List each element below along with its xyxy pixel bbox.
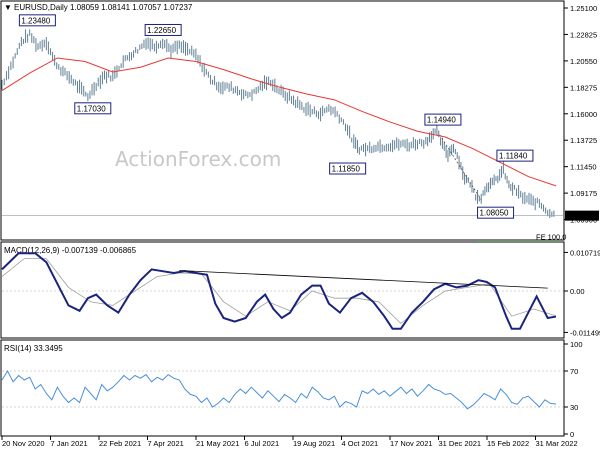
- swing-label: 1.11850: [332, 165, 361, 174]
- rsi-line: [1, 369, 557, 410]
- symbol-triangle-icon: ▼: [4, 3, 12, 12]
- watermark: ActionForex.com: [115, 147, 281, 171]
- rsi-indicator-label: RSI(14) 33.3495: [4, 344, 63, 353]
- x-tick-label: 19 Aug 2021: [293, 439, 335, 448]
- swing-label: 1.22650: [147, 26, 176, 35]
- price-panel-frame: [0, 0, 565, 241]
- swing-label-box: [18, 14, 56, 27]
- last-price-badge: [565, 210, 599, 221]
- x-tick-label: 15 Feb 2022: [487, 439, 529, 448]
- swing-label: 1.08050: [480, 209, 509, 218]
- fe-level-label: FE 100.0: [536, 233, 566, 242]
- macd-trendline: [179, 270, 548, 289]
- last-price-label: 1.07237: [567, 212, 594, 221]
- price-y-tick-label: 1.18275: [570, 83, 597, 92]
- x-tick-label: 7 Apr 2021: [148, 439, 184, 448]
- x-tick-label: 31 Dec 2021: [439, 439, 482, 448]
- swing-label: 1.23480: [21, 16, 50, 25]
- macd-indicator-label: MACD(12,26,9) -0.007139 -0.006865: [4, 246, 137, 255]
- swing-label: 1.17030: [77, 104, 106, 113]
- moving-average-line: [1, 57, 557, 187]
- x-tick-label: 21 May 2021: [196, 439, 239, 448]
- price-y-tick-label: 1.20550: [570, 57, 597, 66]
- rsi-y-tick-label: 70: [570, 367, 578, 376]
- x-tick-label: 7 Jan 2021: [51, 439, 88, 448]
- rsi-y-tick-label: 30: [570, 403, 578, 412]
- macd-signal-line: [1, 258, 557, 324]
- ohlc-values: 1.08059 1.08141 1.07057 1.07237: [70, 3, 193, 12]
- symbol-label: EURUSD,Daily: [14, 3, 68, 12]
- x-tick-label: 20 Nov 2020: [2, 439, 45, 448]
- macd-y-tick-label: 0.010719: [570, 248, 600, 257]
- x-tick-label: 6 Jul 2021: [245, 439, 280, 448]
- swing-label-box: [329, 162, 367, 175]
- macd-y-tick-label: -0.011499: [570, 328, 600, 337]
- macd-panel-frame: [0, 241, 565, 339]
- price-y-tick-label: 1.09175: [570, 189, 597, 198]
- swing-label-box: [424, 113, 462, 126]
- macd-y-tick-label: 0.00: [570, 287, 585, 296]
- price-y-tick-label: 1.25100: [570, 4, 597, 13]
- x-tick-label: 22 Feb 2021: [99, 439, 141, 448]
- price-y-tick-label: 1.11450: [570, 163, 597, 172]
- x-tick-label: 31 Mar 2022: [536, 439, 578, 448]
- swing-label-box: [496, 149, 534, 162]
- swing-label-box: [144, 23, 182, 36]
- rsi-panel-frame: [0, 339, 565, 437]
- swing-label-box: [74, 102, 112, 115]
- price-y-tick-label: 1.13725: [570, 136, 597, 145]
- swing-label: 1.14940: [427, 116, 456, 125]
- rsi-y-tick-label: 100: [570, 340, 583, 349]
- x-tick-label: 17 Nov 2021: [390, 439, 433, 448]
- rsi-y-tick-label: 0: [570, 430, 574, 439]
- swing-label-box: [477, 206, 515, 219]
- projection-dashed-line: [439, 134, 482, 201]
- price-y-tick-label: 1.16000: [570, 110, 597, 119]
- price-y-tick-label: 1.22825: [570, 30, 597, 39]
- x-tick-label: 4 Oct 2021: [342, 439, 379, 448]
- swing-label: 1.11840: [499, 152, 528, 161]
